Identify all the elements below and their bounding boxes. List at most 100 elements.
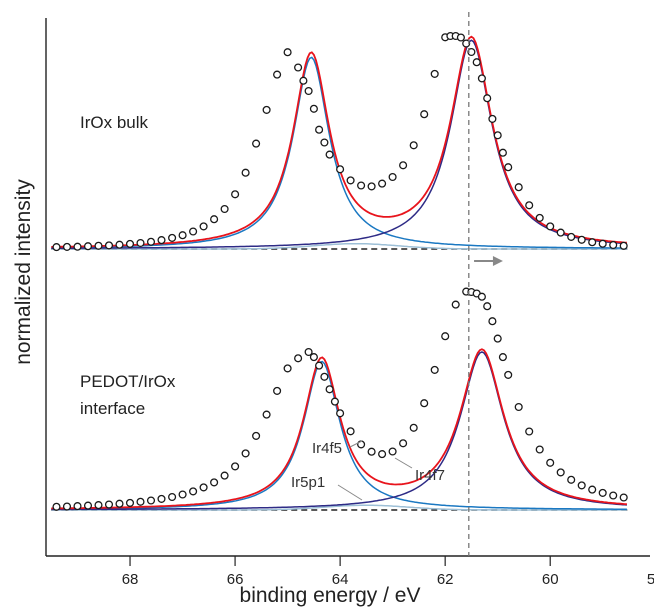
data-point	[483, 94, 492, 103]
data-point	[609, 240, 618, 250]
data-point	[199, 222, 208, 231]
ir4f5-line-panel-1	[51, 56, 627, 249]
data-point	[73, 242, 82, 251]
data-point	[567, 475, 576, 484]
data-point	[409, 423, 418, 432]
ir4f7-line-panel-1	[51, 39, 627, 250]
data-point	[146, 237, 156, 246]
data-point	[220, 204, 229, 214]
data-point	[210, 215, 219, 224]
x-tick-label: 68	[122, 571, 139, 588]
data-point	[73, 502, 82, 511]
data-point	[346, 427, 355, 436]
data-point	[189, 487, 198, 496]
data-point	[577, 235, 586, 244]
x-tick-label: 62	[437, 571, 454, 588]
data-point	[252, 431, 261, 440]
data-point	[189, 227, 198, 236]
panel-label-interface: PEDOT/IrOx interface	[80, 372, 180, 418]
data-point	[320, 138, 329, 147]
ir5p1-leader	[337, 484, 363, 501]
data-point	[299, 76, 308, 85]
panel-label-interface-line2: interface	[80, 399, 145, 418]
data-point	[357, 181, 366, 190]
data-point	[525, 201, 534, 210]
data-point	[304, 86, 313, 96]
data-point	[62, 242, 72, 251]
data-point	[168, 492, 177, 502]
data-point	[498, 353, 507, 362]
data-point	[588, 485, 597, 494]
data-point	[535, 445, 544, 454]
data-point	[556, 228, 565, 237]
data-point	[115, 499, 124, 508]
data-point	[504, 370, 513, 379]
data-point	[462, 39, 471, 48]
data-point	[262, 105, 271, 114]
data-point	[136, 238, 145, 248]
data-point	[168, 233, 177, 242]
data-point	[283, 364, 292, 373]
data-point	[241, 449, 250, 458]
data-point	[567, 232, 576, 241]
x-tick-label: 66	[227, 571, 244, 588]
data-point	[309, 353, 318, 362]
data-point	[399, 161, 408, 170]
x-ticks-layer: 68 66 64 62 60 58	[122, 556, 654, 588]
ir4f7-label: Ir4f7	[415, 467, 445, 484]
data-point	[210, 478, 219, 487]
data-point	[367, 182, 376, 191]
data-point	[525, 427, 534, 436]
x-tick-label: 60	[542, 571, 559, 588]
data-point	[94, 501, 103, 510]
data-point	[498, 148, 507, 157]
x-tick-label: 64	[332, 571, 349, 588]
data-point	[309, 104, 318, 113]
data-point	[546, 458, 555, 467]
data-point	[241, 168, 250, 177]
x-tick-label: 58	[647, 571, 654, 588]
data-point	[488, 114, 497, 123]
data-point	[220, 471, 229, 480]
data-point	[231, 190, 240, 199]
data-point	[157, 494, 166, 503]
data-point	[336, 165, 345, 174]
data-point	[136, 497, 145, 506]
data-point	[535, 213, 544, 222]
data-point	[104, 500, 114, 509]
ir4f5-leader	[349, 440, 363, 448]
peak-annotations: Ir4f5 Ir4f7 Ir5p1	[291, 440, 445, 501]
ir4f7-line-panel-2	[51, 351, 627, 511]
data-point	[125, 498, 135, 507]
data-point	[441, 332, 450, 341]
data-point	[315, 125, 324, 134]
data-point	[399, 439, 408, 448]
data-point	[294, 63, 303, 72]
data-point	[619, 493, 628, 502]
data-point	[325, 385, 334, 394]
data-point	[199, 483, 208, 492]
data-point	[346, 176, 355, 185]
ir5p1-label: Ir5p1	[291, 474, 325, 491]
data-point	[52, 243, 61, 252]
ir4f7-leader	[394, 457, 413, 469]
ir5p1-line-panel-2	[51, 504, 627, 511]
x-axis-title: binding energy / eV	[240, 584, 421, 607]
data-point	[125, 239, 135, 248]
data-point	[294, 354, 303, 363]
data-point	[609, 491, 618, 500]
panel-label-bulk: IrOx bulk	[80, 113, 149, 132]
data-point	[556, 468, 565, 477]
data-point	[430, 365, 439, 374]
data-point	[336, 409, 345, 418]
data-point	[357, 440, 366, 449]
data-point	[451, 300, 460, 309]
data-point	[493, 334, 502, 343]
panel-label-interface-line1: PEDOT/IrOx	[80, 372, 176, 391]
data-point	[430, 69, 439, 78]
fit-lines-layer	[51, 35, 629, 511]
data-point	[619, 241, 628, 250]
data-point	[262, 410, 271, 419]
data-point	[146, 496, 156, 505]
